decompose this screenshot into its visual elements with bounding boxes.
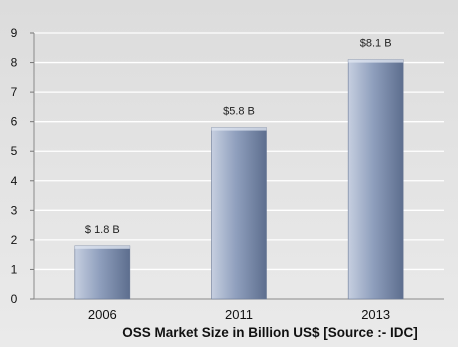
x-tick-labels: 2006 2011 2013	[88, 307, 390, 322]
y-tick-label: 1	[11, 262, 18, 276]
bar-highlight	[348, 59, 404, 63]
data-label-2011: $5.8 B	[223, 106, 255, 118]
bar-2006	[74, 245, 131, 300]
data-labels: $ 1.8 B $5.8 B $8.1 B	[85, 38, 392, 236]
bar-highlight	[74, 245, 130, 249]
x-axis-title: OSS Market Size in Billion US$ [Source :…	[122, 325, 418, 340]
y-tick-labels: 0 1 2 3 4 5 6 7 8 9	[11, 26, 34, 306]
y-tick-label: 9	[11, 26, 18, 40]
x-tick-label: 2006	[88, 307, 117, 322]
bar-highlight	[211, 127, 267, 131]
y-tick-label: 8	[11, 56, 18, 70]
y-tick-label: 2	[11, 233, 18, 247]
bar-2011	[211, 127, 267, 300]
x-tick-label: 2011	[225, 307, 253, 322]
y-tick-label: 3	[11, 203, 18, 217]
bar-2013	[347, 59, 404, 300]
y-tick-label: 6	[11, 115, 18, 129]
x-tick-label: 2013	[361, 307, 390, 322]
bars	[74, 59, 404, 300]
y-tick-label: 7	[11, 85, 18, 99]
data-label-2006: $ 1.8 B	[85, 224, 120, 236]
data-label-2013: $8.1 B	[360, 38, 392, 50]
y-tick-label: 0	[11, 292, 18, 306]
y-tick-label: 4	[11, 174, 18, 188]
y-tick-label: 5	[11, 144, 18, 158]
